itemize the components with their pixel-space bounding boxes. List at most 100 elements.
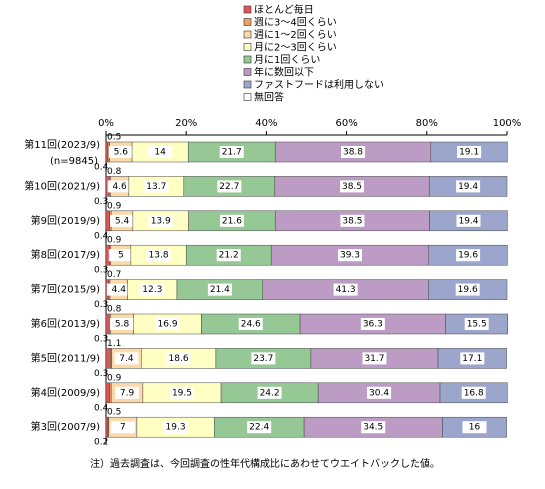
value-label: 5.8 bbox=[115, 320, 130, 330]
value-label: 5 bbox=[118, 251, 124, 261]
bar-segment bbox=[105, 382, 110, 404]
value-label: 0.9 bbox=[107, 373, 122, 383]
value-label: 23.7 bbox=[253, 354, 273, 364]
legend-swatch bbox=[243, 30, 252, 39]
value-label: 16 bbox=[469, 423, 481, 433]
legend-label: 週に3～4回くらい bbox=[254, 17, 337, 29]
footnote: 注）過去調査は、今回調査の性年代構成比にあわせてウエイトバックした値。 bbox=[90, 457, 440, 470]
value-label: 5.4 bbox=[115, 216, 130, 226]
value-label-box bbox=[166, 352, 191, 365]
value-label: 0.3 bbox=[94, 266, 108, 276]
value-label-box bbox=[216, 249, 241, 262]
value-label-box bbox=[460, 352, 485, 365]
category-label: 第10回(2021/9) bbox=[24, 179, 100, 192]
value-label-box bbox=[110, 421, 135, 434]
value-label-box bbox=[251, 352, 276, 365]
value-label-box bbox=[169, 386, 194, 399]
legend-swatch bbox=[243, 68, 252, 76]
value-label-box bbox=[462, 421, 487, 434]
bar-segment bbox=[105, 141, 109, 163]
value-label-box bbox=[146, 249, 171, 262]
value-label: 31.7 bbox=[364, 354, 384, 364]
value-label-box bbox=[247, 421, 272, 434]
value-label-box bbox=[361, 421, 386, 434]
category-label: (n=9845) bbox=[50, 156, 98, 167]
x-tick-label: 100% bbox=[493, 118, 522, 129]
bar-segment bbox=[105, 210, 110, 232]
value-label-box bbox=[257, 386, 282, 399]
value-label: 34.5 bbox=[363, 423, 383, 433]
legend-label: ほとんど毎日 bbox=[254, 3, 314, 16]
value-label-box bbox=[340, 180, 365, 193]
value-label-box bbox=[108, 249, 133, 262]
value-label-box bbox=[464, 318, 489, 330]
value-label: 22.7 bbox=[219, 182, 239, 192]
value-label: 21.7 bbox=[222, 148, 242, 158]
value-label-box bbox=[219, 214, 244, 227]
category-label: 第11回(2023/9) bbox=[24, 138, 100, 151]
value-label: 7.4 bbox=[119, 354, 134, 364]
value-label-box bbox=[456, 214, 481, 227]
category-label: 第6回(2013/9) bbox=[31, 317, 100, 330]
value-label: 19.6 bbox=[458, 285, 478, 295]
value-label-box bbox=[333, 283, 358, 296]
value-label: 19.4 bbox=[458, 182, 478, 192]
value-label-box bbox=[340, 214, 365, 227]
category-label: 第8回(2017/9) bbox=[31, 248, 100, 261]
value-label: 21.6 bbox=[222, 216, 242, 226]
value-label: 22.4 bbox=[249, 423, 269, 433]
value-label: 16.9 bbox=[158, 320, 178, 330]
legend-label: 無回答 bbox=[254, 91, 284, 104]
value-label: 21.2 bbox=[219, 251, 239, 261]
value-label-box bbox=[362, 352, 387, 365]
value-label: 18.6 bbox=[169, 354, 189, 364]
value-label-box bbox=[338, 249, 363, 262]
value-label: 0.3 bbox=[94, 369, 108, 379]
category-label: 第5回(2011/9) bbox=[31, 351, 100, 364]
value-label-box bbox=[219, 146, 244, 158]
value-label-box bbox=[115, 386, 140, 399]
legend-swatch bbox=[243, 5, 252, 14]
value-label: 0.4 bbox=[94, 231, 109, 241]
value-label: 13.7 bbox=[146, 182, 166, 192]
value-label-box bbox=[148, 146, 173, 158]
value-label-box bbox=[144, 180, 169, 193]
value-label: 21.4 bbox=[210, 285, 230, 295]
value-label-box bbox=[110, 318, 135, 330]
value-label: 5.6 bbox=[114, 148, 129, 158]
value-label: 30.4 bbox=[369, 388, 389, 398]
value-label: 36.3 bbox=[363, 320, 383, 330]
value-label: 24.2 bbox=[260, 388, 280, 398]
value-label-box bbox=[148, 214, 173, 227]
value-label: 7.9 bbox=[120, 388, 135, 398]
value-label: 19.4 bbox=[458, 216, 478, 226]
value-label-box bbox=[367, 386, 392, 399]
category-label: 第4回(2009/9) bbox=[31, 386, 100, 399]
value-label: 16.8 bbox=[464, 388, 484, 398]
value-label: 0.4 bbox=[94, 403, 109, 413]
legend-swatch bbox=[243, 18, 252, 26]
legend-swatch bbox=[243, 43, 252, 51]
value-label: 0.9 bbox=[107, 236, 122, 246]
value-label: 0.7 bbox=[107, 270, 121, 280]
value-label: 4.4 bbox=[112, 285, 127, 295]
value-label: 1.1 bbox=[107, 339, 121, 349]
legend-swatch bbox=[243, 80, 252, 89]
legend-label: 月に2～3回くらい bbox=[254, 42, 337, 54]
x-tick-label: 20% bbox=[175, 118, 197, 129]
value-label: 19.1 bbox=[459, 148, 479, 158]
value-label: 7 bbox=[120, 423, 126, 433]
value-label-box bbox=[140, 283, 165, 296]
legend-label: 月に1回くらい bbox=[254, 54, 320, 66]
value-label-box bbox=[114, 352, 139, 365]
value-label-box bbox=[163, 421, 188, 434]
bar-segment bbox=[105, 416, 109, 438]
bar-segment bbox=[105, 348, 111, 369]
value-label: 0.9 bbox=[107, 201, 122, 211]
legend-label: 年に数回以下 bbox=[254, 66, 314, 79]
value-label-box bbox=[341, 146, 366, 158]
value-label-box bbox=[110, 214, 135, 227]
value-label-box bbox=[461, 386, 486, 399]
value-label: 41.3 bbox=[336, 285, 356, 295]
